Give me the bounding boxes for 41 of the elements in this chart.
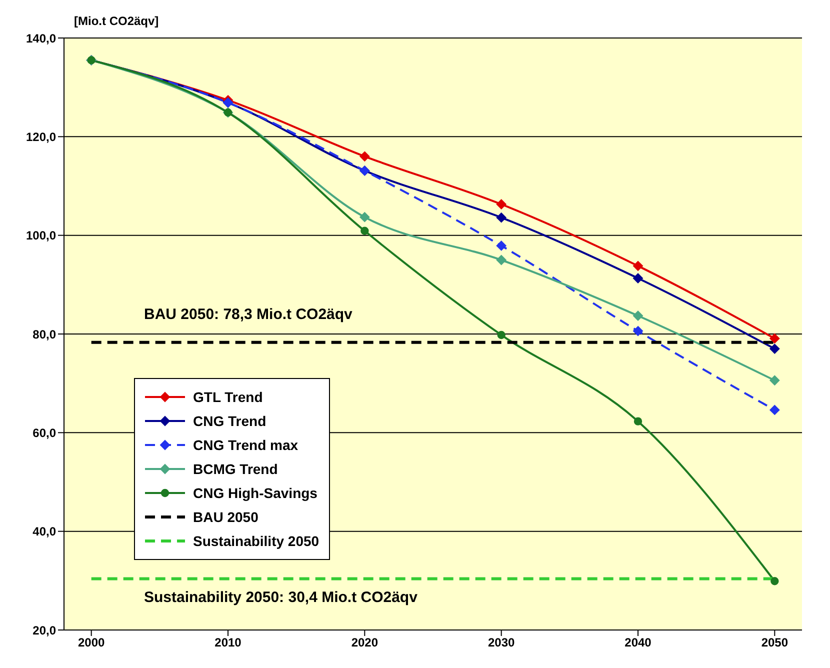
point — [634, 417, 642, 426]
point — [497, 330, 506, 340]
point — [770, 344, 780, 354]
point — [770, 333, 780, 344]
point — [633, 260, 643, 271]
point — [633, 326, 643, 336]
x-tick-label: 2050 — [761, 636, 788, 650]
y-tick-label: 60,0 — [32, 426, 56, 440]
y-tick-label: 140,0 — [26, 31, 56, 46]
point — [633, 273, 643, 284]
y-tick-label: 120,0 — [26, 130, 56, 144]
point — [770, 404, 780, 415]
y-axis-title: [Mio.t CO2äqv] — [74, 14, 159, 28]
y-tick-label: 40,0 — [32, 524, 56, 539]
x-tick-label: 2010 — [214, 636, 242, 650]
point — [770, 375, 780, 386]
y-tick-label: 20,0 — [32, 623, 56, 638]
point — [360, 226, 369, 235]
x-tick-label: 2040 — [624, 636, 652, 650]
legend-label: CNG High-Savings — [193, 485, 318, 501]
legend-label: BCMG Trend — [193, 461, 278, 477]
point — [496, 255, 506, 265]
point — [496, 199, 506, 210]
y-tick-label: 80,0 — [32, 327, 56, 342]
legend-label: GTL Trend — [193, 389, 263, 405]
legend-label: CNG Trend — [193, 413, 266, 429]
annotation: BAU 2050: 78,3 Mio.t CO2äqv — [144, 306, 352, 324]
legend-label: BAU 2050 — [193, 509, 258, 525]
y-tick-label: 100,0 — [26, 228, 56, 243]
point — [633, 310, 643, 321]
point — [360, 151, 370, 162]
x-tick-label: 2000 — [78, 636, 106, 650]
legend-label: Sustainability 2050 — [193, 533, 320, 549]
annotation: Sustainability 2050: 30,4 Mio.t CO2äqv — [144, 588, 418, 606]
point — [770, 577, 779, 586]
point — [360, 212, 370, 222]
point — [496, 212, 506, 223]
point — [496, 240, 506, 251]
legend-label: CNG Trend max — [193, 437, 298, 453]
x-tick-label: 2030 — [488, 636, 516, 650]
x-tick-label: 2020 — [351, 636, 378, 650]
